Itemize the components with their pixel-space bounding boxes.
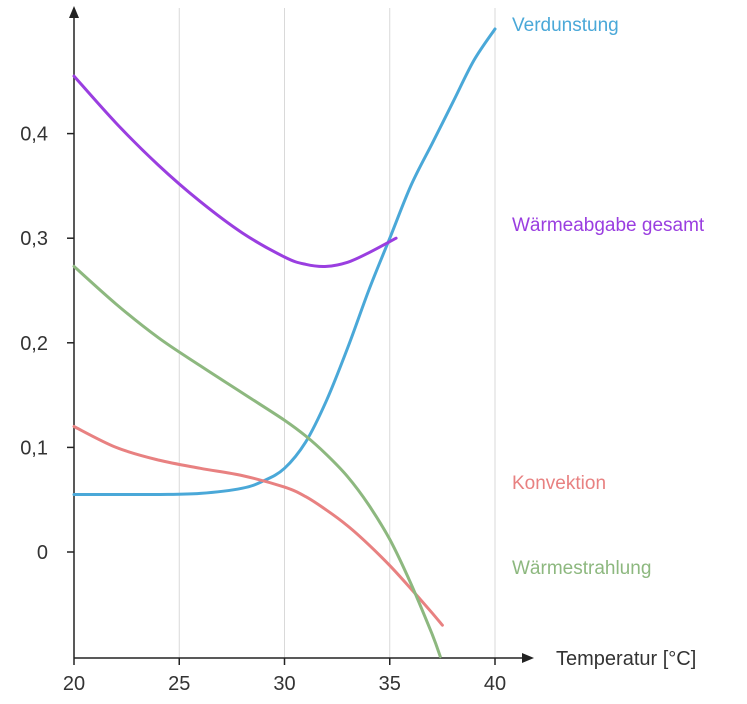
series-line-verdunstung xyxy=(72,27,497,497)
series-line-wärmeabgabe-gesamt xyxy=(72,74,398,268)
y-tick-label: 0,4 xyxy=(20,124,48,146)
x-tick-label: 30 xyxy=(273,673,295,695)
y-tick-label: 0 xyxy=(37,542,48,564)
series-label-konvektion: Konvektion xyxy=(512,473,606,494)
y-tick-label: 0,2 xyxy=(20,333,48,355)
series-line-wärmestrahlung xyxy=(72,264,442,659)
x-axis-title: Temperatur [°C] xyxy=(556,648,696,670)
x-tick-label: 35 xyxy=(379,673,401,695)
x-tick-label: 40 xyxy=(484,673,506,695)
x-axis-arrow-icon xyxy=(522,653,534,663)
series-label-wärmeabgabe-gesamt: Wärmeabgabe gesamt xyxy=(512,215,705,236)
x-tick-label: 20 xyxy=(63,673,85,695)
y-tick-label: 0,1 xyxy=(20,437,48,459)
y-tick-label: 0,3 xyxy=(20,228,48,250)
series-label-verdunstung: Verdunstung xyxy=(512,15,619,36)
series-label-wärmestrahlung: Wärmestrahlung xyxy=(512,558,651,579)
x-tick-label: 25 xyxy=(168,673,190,695)
series-line-konvektion xyxy=(72,425,444,627)
y-axis-arrow-icon xyxy=(69,6,79,18)
